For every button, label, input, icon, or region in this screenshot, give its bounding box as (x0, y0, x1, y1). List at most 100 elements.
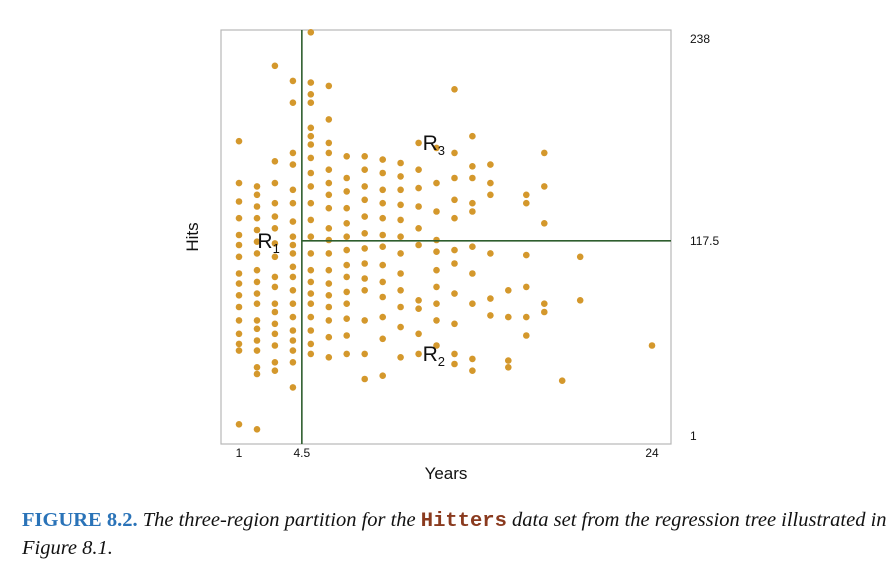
data-point (541, 300, 548, 308)
data-point (271, 367, 279, 375)
data-point (415, 225, 422, 232)
data-point (235, 231, 243, 239)
data-point (451, 149, 458, 157)
data-point (325, 204, 333, 212)
data-point (361, 245, 369, 252)
right-tick-label: 1 (690, 429, 697, 443)
data-point (343, 261, 351, 269)
data-point (361, 287, 369, 294)
figure-label: FIGURE 8.2. (22, 509, 138, 531)
data-point (253, 290, 261, 297)
data-point (469, 174, 476, 182)
data-point (289, 327, 297, 334)
data-point (307, 183, 315, 190)
data-point (361, 183, 369, 190)
data-point (325, 179, 333, 187)
data-point (523, 313, 530, 321)
caption-text-after: data set from the regression tree illust… (22, 509, 887, 559)
data-point (379, 214, 387, 222)
data-point (523, 283, 530, 291)
data-point (379, 293, 387, 301)
data-point (271, 273, 279, 281)
data-point (469, 208, 476, 215)
data-point (253, 278, 261, 286)
data-point (523, 191, 530, 199)
data-point (361, 350, 369, 358)
data-point (343, 204, 351, 212)
data-point (325, 266, 333, 274)
data-point (271, 225, 279, 232)
data-point (307, 266, 315, 274)
data-point (307, 327, 315, 334)
scatter-chart: R1 R2 R3 1 4.5 24 238 117.5 1 Years Hits (183, 29, 719, 483)
data-point (271, 179, 279, 187)
data-point (307, 300, 315, 308)
data-point (235, 179, 243, 187)
data-point (307, 91, 315, 98)
data-point (415, 297, 422, 304)
data-point (379, 231, 387, 239)
right-tick-label: 117.5 (690, 234, 719, 248)
data-point (325, 166, 333, 173)
data-point (271, 300, 279, 308)
data-point (289, 273, 297, 281)
data-point (289, 287, 297, 294)
data-point (415, 350, 422, 358)
x-tick-label: 24 (645, 446, 659, 460)
data-point (451, 214, 458, 222)
data-point (343, 288, 351, 296)
data-point (451, 360, 458, 368)
data-point (451, 86, 458, 93)
data-point (271, 283, 279, 291)
data-point (289, 384, 297, 391)
data-point (487, 295, 494, 302)
data-point (307, 313, 315, 321)
data-point (307, 29, 315, 36)
data-point (648, 342, 656, 349)
data-point (469, 199, 476, 207)
data-point (343, 273, 351, 281)
data-point (289, 149, 297, 157)
data-point (415, 241, 422, 249)
data-point (235, 137, 243, 145)
data-point (307, 169, 315, 177)
data-point (451, 196, 458, 204)
data-point (433, 248, 440, 255)
data-point (253, 238, 261, 245)
data-point (469, 270, 476, 277)
data-point (289, 241, 297, 249)
data-point (505, 357, 512, 364)
data-point (397, 323, 404, 331)
data-point (361, 260, 369, 267)
caption-text-before: The three-region partition for the (142, 509, 416, 531)
data-point (361, 196, 369, 204)
data-point (289, 250, 297, 257)
data-point (271, 359, 279, 366)
data-point (253, 300, 261, 308)
data-point (415, 184, 422, 192)
data-point (325, 236, 333, 244)
data-point (397, 303, 404, 311)
data-point (469, 300, 476, 308)
data-point (289, 359, 297, 366)
data-point (505, 287, 512, 294)
data-point (451, 174, 458, 182)
data-point (271, 342, 279, 349)
data-point (325, 354, 333, 361)
data-point (253, 183, 261, 190)
data-point (289, 161, 297, 168)
data-point (379, 335, 387, 343)
x-axis-title: Years (425, 464, 468, 483)
data-point (307, 350, 315, 358)
data-point (343, 300, 351, 308)
data-point (487, 179, 494, 187)
data-point (253, 325, 261, 333)
data-point (343, 220, 351, 227)
data-point (307, 278, 315, 286)
data-point (451, 320, 458, 328)
data-point (379, 156, 387, 163)
data-point (379, 186, 387, 194)
data-point (415, 139, 422, 147)
data-point (271, 330, 279, 338)
data-point (307, 124, 315, 132)
